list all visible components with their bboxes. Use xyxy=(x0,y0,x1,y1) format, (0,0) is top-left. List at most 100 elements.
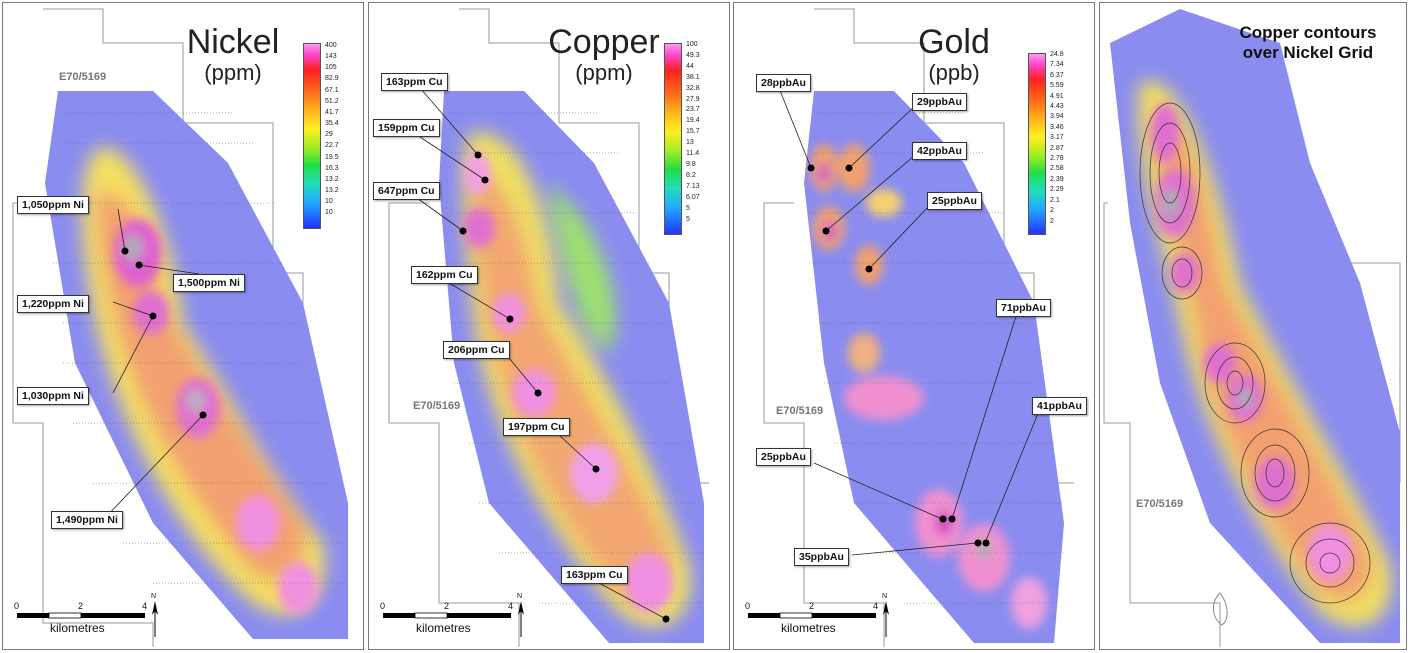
legend-value: 9.8 xyxy=(686,160,696,168)
sample-callout: 71ppbAu xyxy=(996,299,1051,317)
scale-units: kilometres xyxy=(781,621,836,635)
sample-callout: 41ppbAu xyxy=(1032,397,1087,415)
scale-units: kilometres xyxy=(416,621,471,635)
sample-callout: 647ppm Cu xyxy=(373,182,440,200)
legend-value: 2 xyxy=(1050,207,1054,215)
legend-value: 32.8 xyxy=(686,84,700,92)
legend-value: 3.17 xyxy=(1050,134,1064,142)
legend-value: 8.2 xyxy=(686,171,696,179)
scale-tick: 0 xyxy=(745,601,751,611)
legend-color-bar xyxy=(1028,53,1046,235)
legend-value: 6.07 xyxy=(686,193,700,201)
legend-value: 82.9 xyxy=(325,75,339,83)
legend-value: 400 xyxy=(325,42,337,49)
legend-value: 5.59 xyxy=(1050,82,1064,90)
legend-value: 15.7 xyxy=(686,128,700,136)
sample-callout: 1,220ppm Ni xyxy=(17,295,89,313)
legend-value: 16.3 xyxy=(325,164,339,172)
sample-callout: 28ppbAu xyxy=(756,74,811,92)
copper-contours-panel: Copper contours over Nickel Grid E70/516… xyxy=(1099,2,1407,650)
map-title: Copper (ppm) xyxy=(539,23,669,83)
legend-value: 7.13 xyxy=(686,182,700,190)
nickel-map-panel: Nickel (ppm) 400 143 105 82.9 67.1 51.2 … xyxy=(2,2,364,650)
map-title-line: Copper contours xyxy=(1239,23,1377,42)
scale-tick: 2 xyxy=(78,601,84,611)
sample-callout: 159ppm Cu xyxy=(373,119,440,137)
tenement-label: E70/5169 xyxy=(413,400,461,412)
sample-callout: 206ppm Cu xyxy=(443,341,510,359)
legend-value: 13.2 xyxy=(325,187,339,195)
map-title-line: over Nickel Grid xyxy=(1242,43,1374,63)
legend-value: 3.94 xyxy=(1050,113,1064,121)
legend-value: 4.91 xyxy=(1050,92,1064,100)
map-unit: (ppb) xyxy=(928,59,980,85)
sample-callout: 25ppbAu xyxy=(756,448,811,466)
scale-bar-graphic xyxy=(17,601,158,637)
legend-value: 4.43 xyxy=(1050,103,1064,111)
contour-over-grid-image xyxy=(1103,9,1401,647)
scale-tick: 2 xyxy=(444,601,450,611)
legend-value: 2.78 xyxy=(1050,155,1064,163)
legend-value: 10 xyxy=(325,209,333,217)
sample-callout: 25ppbAu xyxy=(927,192,982,210)
legend-value: 5 xyxy=(686,215,690,223)
legend-color-bar xyxy=(664,43,682,235)
legend-value: 2 xyxy=(1050,217,1054,225)
legend-value: 10 xyxy=(325,198,333,206)
legend-value: 23.7 xyxy=(686,106,700,114)
sample-callout: 162ppm Cu xyxy=(411,266,478,284)
sample-callout: 1,030ppm Ni xyxy=(17,387,89,405)
scale-bar-graphic xyxy=(383,601,524,637)
map-title: Copper contours over Nickel Grid xyxy=(1220,23,1396,64)
legend-value: 27.9 xyxy=(686,95,700,103)
legend-value: 38.1 xyxy=(686,73,700,81)
sample-callout: 42ppbAu xyxy=(912,142,967,160)
legend-value: 2.1 xyxy=(1050,196,1060,204)
legend-value: 13.2 xyxy=(325,175,339,183)
scale-tick: 0 xyxy=(380,601,386,611)
sample-callout: 163ppm Cu xyxy=(561,566,628,584)
legend-value: 22.7 xyxy=(325,142,339,150)
legend-value: 6.37 xyxy=(1050,71,1064,79)
legend-value: 3.46 xyxy=(1050,123,1064,131)
sample-callout: 163ppm Cu xyxy=(381,73,448,91)
legend-value: 2.39 xyxy=(1050,175,1064,183)
legend-value: 7.34 xyxy=(1050,61,1064,69)
legend-value: 35.4 xyxy=(325,120,339,128)
gold-map-panel: Gold (ppb) 24.8 7.34 6.37 5.59 4.91 4.43… xyxy=(733,2,1095,650)
legend-value: 2.58 xyxy=(1050,165,1064,173)
legend-value: 105 xyxy=(325,64,337,72)
copper-map-panel: Copper (ppm) 100 49.3 44 38.1 32.8 27.9 … xyxy=(368,2,730,650)
sample-callout: 197ppm Cu xyxy=(503,418,570,436)
nickel-grid-image xyxy=(12,8,348,647)
map-title-text: Copper xyxy=(548,23,660,61)
scale-tick: 4 xyxy=(873,601,879,611)
legend-value: 29 xyxy=(325,131,333,139)
sample-callout: 1,050ppm Ni xyxy=(17,196,89,214)
legend-values: 24.8 7.34 6.37 5.59 4.91 4.43 3.94 3.46 … xyxy=(1050,50,1064,227)
legend-value: 2.87 xyxy=(1050,144,1064,152)
sample-callout: 29ppbAu xyxy=(912,93,967,111)
map-title-text: Nickel xyxy=(186,23,280,61)
legend-value: 51.2 xyxy=(325,97,339,105)
map-title: Gold (ppb) xyxy=(899,24,1009,85)
legend-value: 143 xyxy=(325,53,337,61)
legend-value: 44 xyxy=(686,62,694,70)
scale-tick: 2 xyxy=(809,601,815,611)
legend-value: 41.7 xyxy=(325,108,339,116)
north-arrow-label: N xyxy=(882,593,888,600)
copper-grid-image xyxy=(383,8,709,647)
legend-values: 100 49.3 44 38.1 32.8 27.9 23.7 19.4 15.… xyxy=(686,40,700,225)
north-arrow-label: N xyxy=(151,593,157,600)
tenement-label: E70/5169 xyxy=(776,405,824,417)
legend-value: 2.29 xyxy=(1050,186,1064,194)
map-title: Nickel (ppm) xyxy=(173,23,293,83)
scale-units: kilometres xyxy=(50,621,105,635)
legend-value: 19.5 xyxy=(325,153,339,161)
scale-tick: 4 xyxy=(142,601,148,611)
legend-value: 13 xyxy=(686,139,694,147)
scale-tick: 4 xyxy=(508,601,514,611)
legend-value: 49.3 xyxy=(686,51,700,59)
sample-callout: 1,500ppm Ni xyxy=(173,274,245,292)
